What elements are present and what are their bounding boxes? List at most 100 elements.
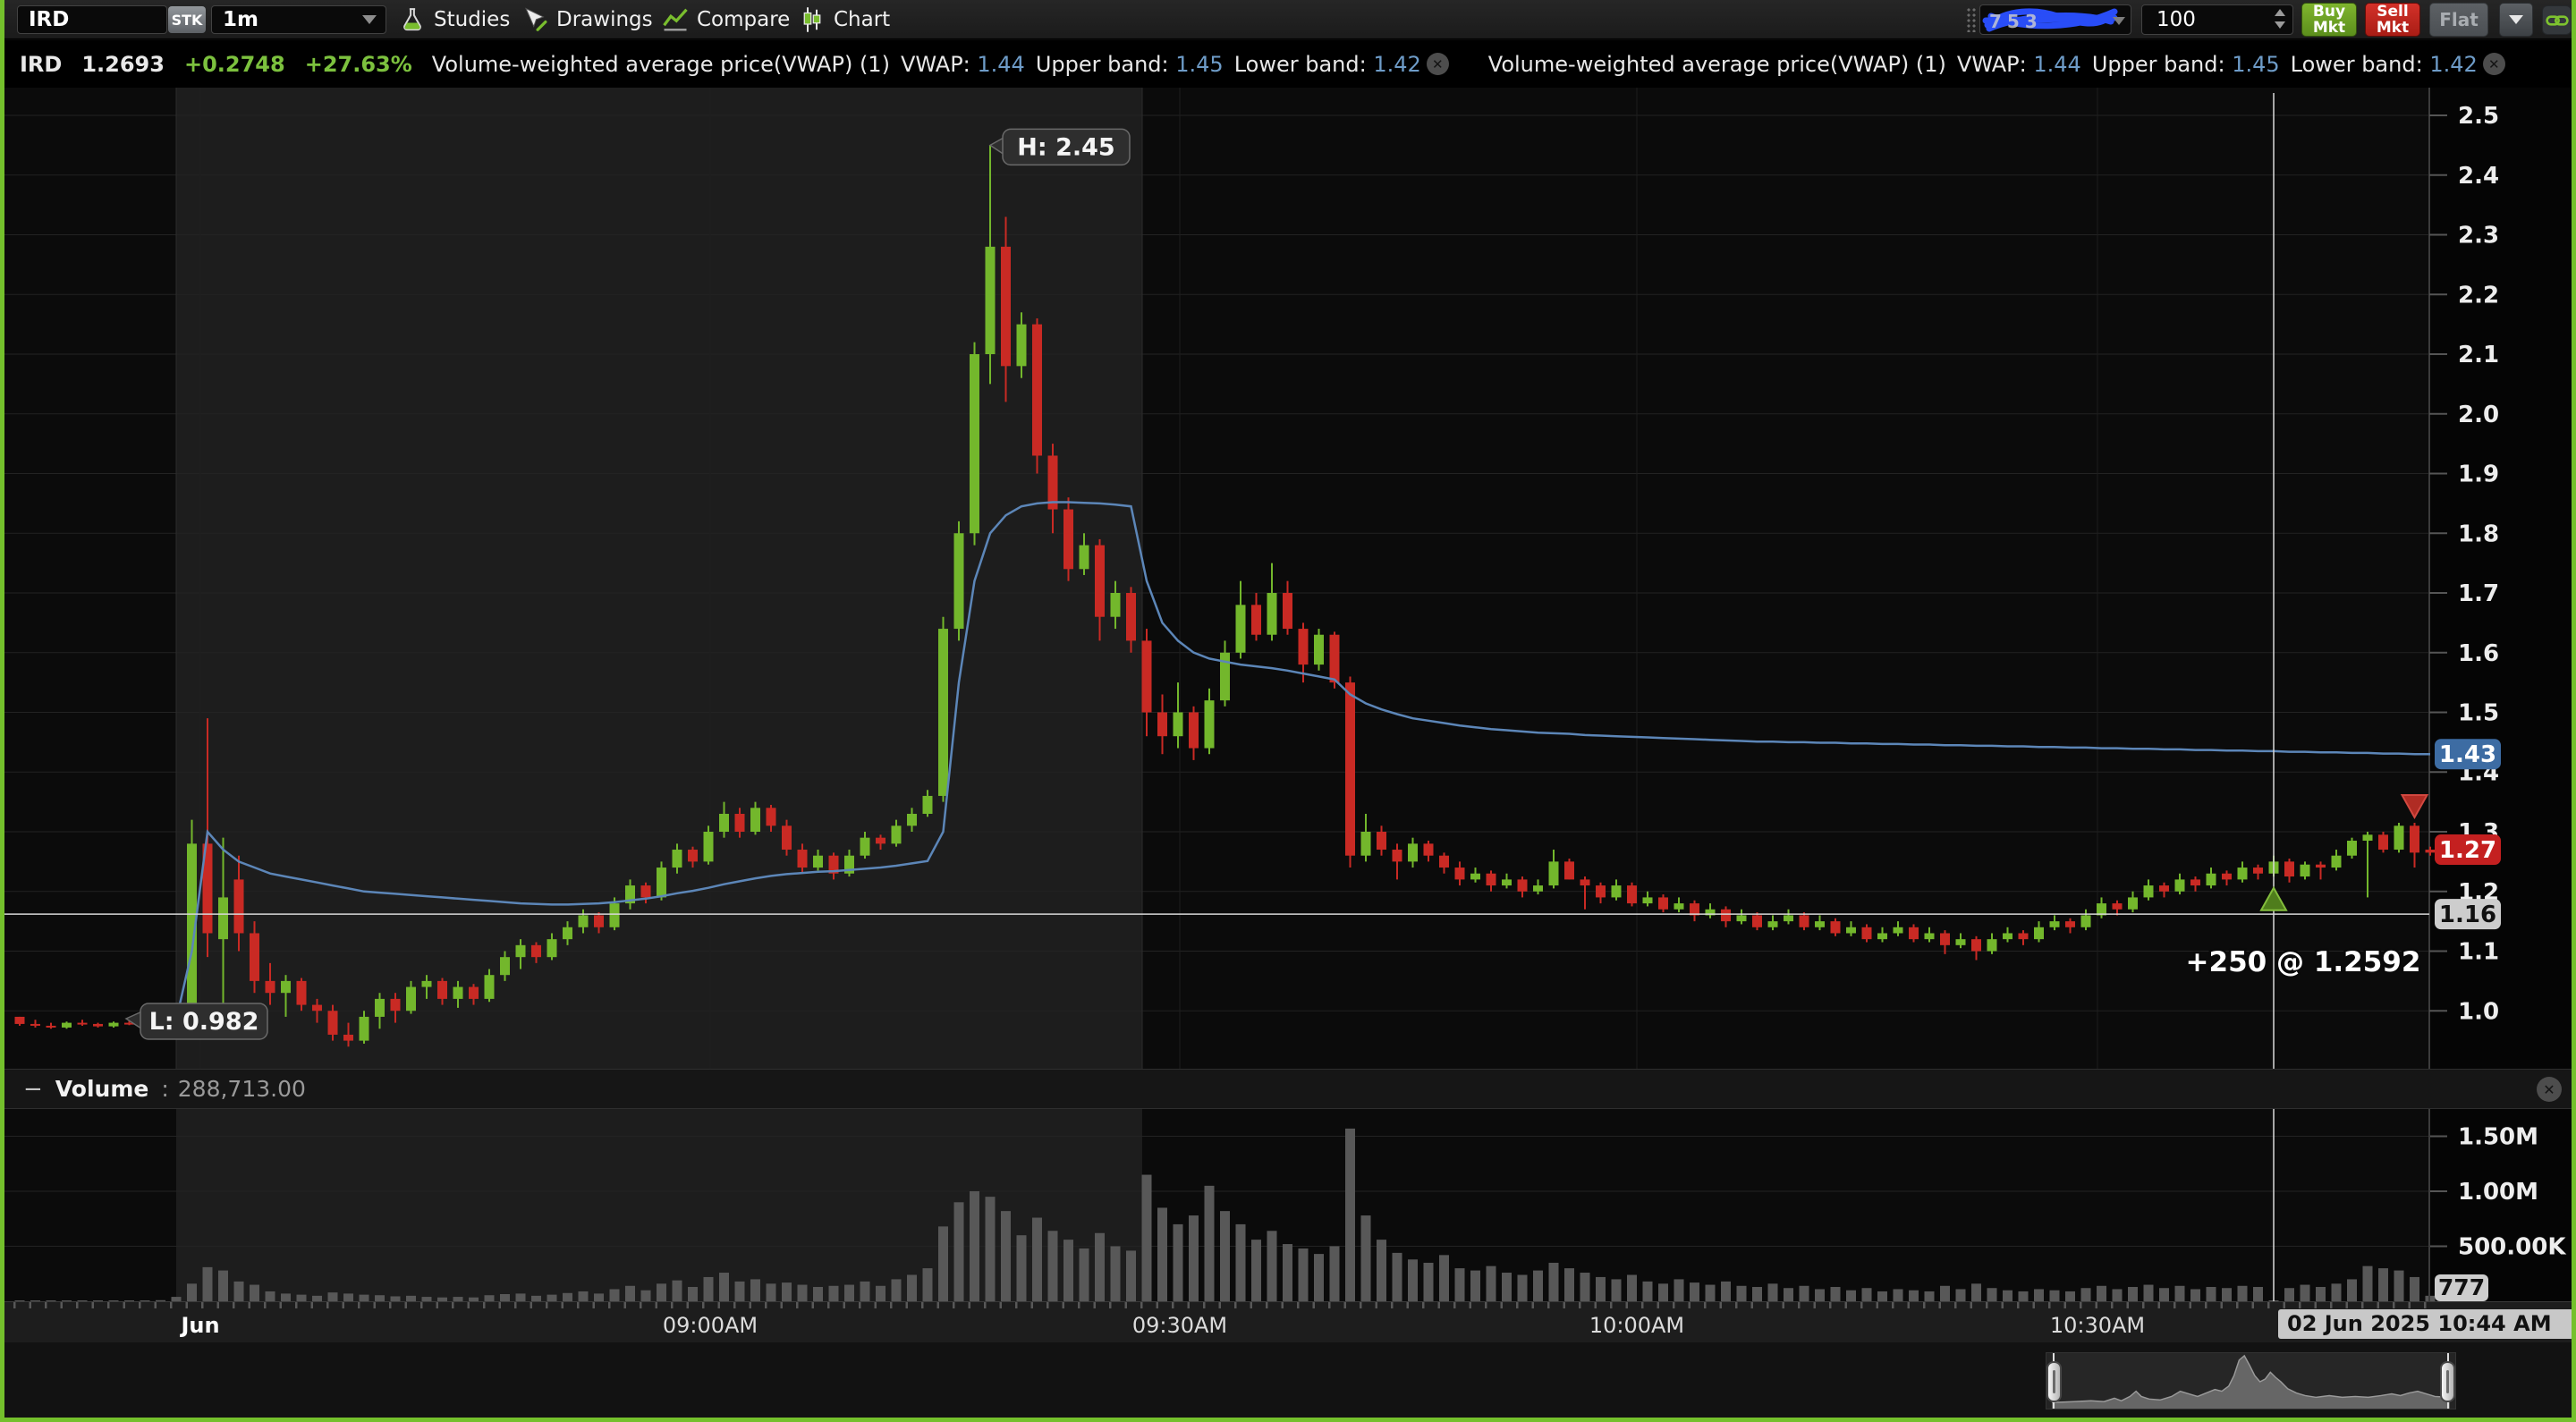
candle	[2003, 933, 2012, 940]
study-1-field-label: VWAP:	[900, 51, 970, 77]
sell-mkt-button[interactable]: Sell Mkt	[2365, 3, 2420, 37]
chart-menu-button[interactable]: Chart	[799, 5, 890, 34]
candle	[657, 868, 666, 898]
price-axis-tick: 2.3	[2458, 223, 2499, 250]
price-chart[interactable]: 2.52.42.32.22.12.01.91.81.71.61.51.41.31…	[0, 88, 2576, 1069]
candle	[1267, 593, 1277, 635]
account-masked-text: 753	[1989, 11, 2043, 32]
buy-execution-marker	[2259, 885, 2288, 911]
order-options-dropdown[interactable]	[2499, 3, 2533, 37]
step-down-icon[interactable]	[2275, 21, 2285, 29]
volume-bar	[1955, 1289, 1966, 1301]
candle	[563, 927, 572, 940]
volume-bar	[140, 1300, 150, 1301]
volume-bar	[2174, 1285, 2185, 1301]
candle	[2222, 873, 2232, 880]
volume-chart[interactable]: 1.50M 1.00M 500.00K 777	[0, 1109, 2576, 1301]
study-2-close-button[interactable]: ✕	[2482, 53, 2505, 75]
candle	[218, 897, 228, 940]
volume-bar	[2378, 1268, 2388, 1301]
candle	[1830, 921, 1841, 934]
volume-bar	[594, 1293, 604, 1301]
volume-bar	[2065, 1291, 2075, 1301]
volume-bar	[1204, 1185, 1215, 1301]
price-axis-tick: 2.0	[2458, 402, 2499, 428]
volume-bar	[953, 1202, 964, 1301]
quantity-input[interactable]: 100	[2141, 4, 2293, 35]
volume-bar	[1189, 1215, 1199, 1301]
window-highlight-border	[2572, 0, 2576, 1422]
candle	[703, 832, 714, 862]
candle	[1548, 861, 1559, 886]
study-1-field-label: Lower band:	[1233, 51, 1367, 77]
volume-bar	[1580, 1273, 1590, 1301]
volume-bar	[1611, 1279, 1622, 1301]
price-axis-tick: 1.5	[2458, 700, 2499, 727]
symbol-input[interactable]: IRD	[17, 5, 167, 34]
volume-bar	[1173, 1223, 1183, 1301]
price-axis-tick: 2.5	[2458, 103, 2499, 130]
candle	[1861, 927, 1872, 940]
volume-bar	[970, 1191, 979, 1301]
study-1-close-button[interactable]: ✕	[1426, 53, 1449, 75]
candle	[1408, 843, 1418, 862]
navigator-left-handle[interactable]	[2046, 1361, 2062, 1402]
volume-bar	[14, 1300, 25, 1301]
symbol-text: IRD	[29, 8, 70, 31]
account-selector[interactable]: 753	[1979, 4, 2131, 35]
candle	[1220, 652, 1230, 701]
volume-bar	[1408, 1259, 1418, 1301]
drawings-menu-button[interactable]: Drawings	[521, 5, 653, 34]
bottom-strip	[0, 1342, 2576, 1422]
candle	[1940, 933, 1950, 945]
candle	[1454, 868, 1465, 880]
candle	[2034, 927, 2044, 940]
quantity-stepper[interactable]	[2275, 9, 2285, 29]
candle	[828, 855, 839, 874]
volume-bar	[233, 1281, 244, 1301]
chain-link-icon	[2545, 14, 2569, 26]
candle	[2159, 885, 2169, 892]
candle	[1283, 593, 1292, 630]
candle	[2080, 915, 2091, 927]
studies-menu-button[interactable]: Studies	[399, 5, 510, 34]
chevron-down-icon	[2113, 17, 2125, 25]
volume-bar	[250, 1284, 259, 1301]
candle	[1314, 634, 1324, 665]
security-type-badge: STK	[168, 6, 206, 33]
navigator-area	[2052, 1355, 2450, 1409]
volume-bar	[156, 1299, 165, 1301]
volume-bar	[124, 1300, 134, 1301]
candle	[1298, 629, 1309, 665]
volume-bar	[30, 1300, 40, 1301]
volume-bar	[657, 1283, 666, 1301]
candle	[2065, 921, 2075, 927]
collapse-pane-button[interactable]: −	[23, 1075, 43, 1103]
volume-bar	[1001, 1211, 1011, 1301]
volume-pane-close-button[interactable]: ✕	[2537, 1077, 2562, 1102]
buy-mkt-button[interactable]: Buy Mkt	[2301, 3, 2357, 37]
time-axis[interactable]: Jun 09:00AM 09:30AM 10:00AM 10:30AM 02 J…	[0, 1301, 2576, 1342]
flat-button[interactable]: Flat	[2429, 3, 2488, 37]
volume-bar	[844, 1284, 854, 1301]
candle	[2316, 864, 2326, 868]
volume-bar	[2034, 1289, 2044, 1301]
toolbar-drag-handle[interactable]	[1966, 7, 1977, 32]
candle	[719, 813, 729, 832]
candle	[1815, 921, 1825, 927]
step-up-icon[interactable]	[2275, 9, 2285, 16]
window-link-button[interactable]	[2542, 5, 2572, 35]
candlestick-chart-icon	[803, 7, 821, 32]
volume-bar	[1439, 1255, 1449, 1301]
volume-bar	[312, 1295, 322, 1301]
volume-bar	[1267, 1231, 1277, 1301]
volume-bar	[625, 1285, 635, 1301]
volume-bar	[1283, 1244, 1292, 1301]
candle	[1846, 927, 1856, 934]
navigator-right-handle[interactable]	[2440, 1361, 2455, 1402]
compare-menu-button[interactable]: Compare	[662, 5, 790, 34]
candle	[1032, 324, 1042, 456]
candle	[1392, 850, 1402, 862]
timeframe-select[interactable]: 1m	[211, 5, 386, 34]
range-navigator[interactable]	[2046, 1352, 2456, 1409]
